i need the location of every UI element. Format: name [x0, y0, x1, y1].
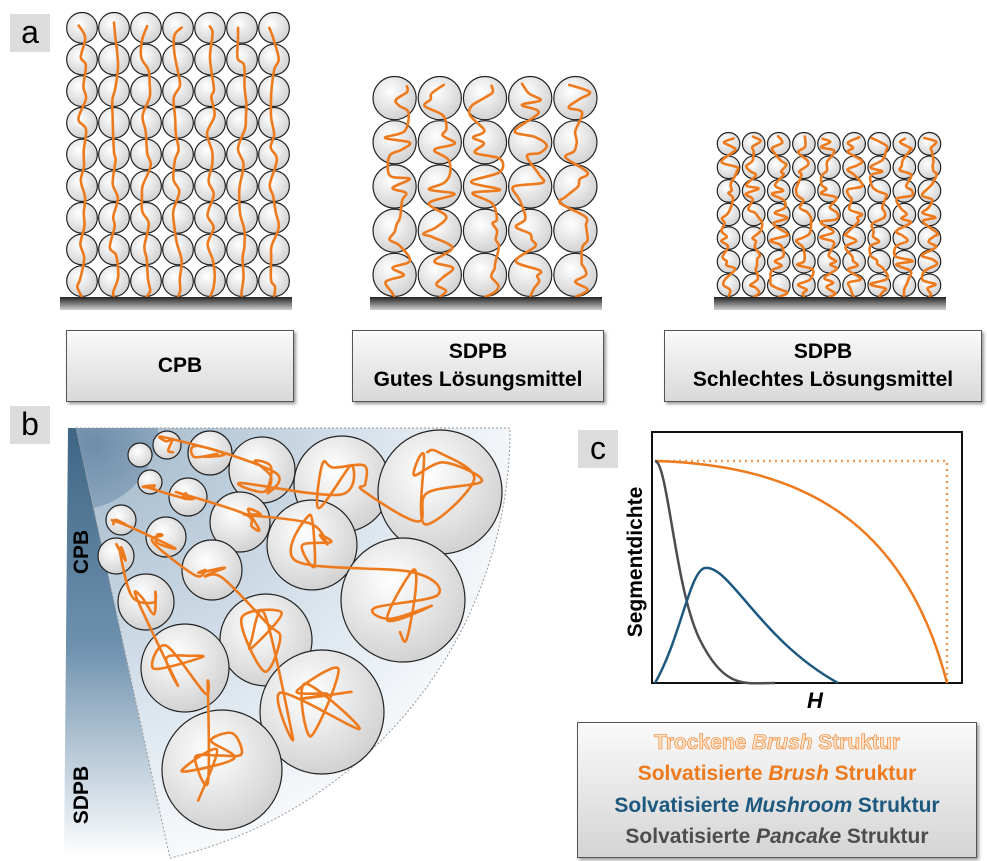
- caption-box: CPB: [66, 330, 294, 402]
- segment-blob: [341, 538, 465, 662]
- plot-frame: [652, 432, 962, 683]
- legend-entry: Solvatisierte Mushroom Struktur: [614, 794, 939, 818]
- segment-blob: [163, 266, 194, 297]
- segment-blob: [67, 139, 98, 170]
- segment-blob: [843, 274, 866, 297]
- segment-blob: [509, 209, 552, 252]
- legend-text: Solvatisierte: [625, 825, 750, 848]
- segment-blob: [162, 710, 282, 830]
- segment-blob: [153, 431, 181, 459]
- segment-blob: [195, 76, 226, 107]
- segment-blob: [418, 209, 461, 252]
- segment-blob: [227, 44, 258, 75]
- legend-text: Solvatisierte: [614, 794, 739, 817]
- legend-text: Struktur: [858, 794, 940, 817]
- segment-blob: [554, 253, 597, 296]
- segment-blob: [163, 108, 194, 139]
- legend-text: Brush: [752, 731, 813, 754]
- legend-entry: Solvatisierte Pancake Struktur: [625, 825, 928, 849]
- legend-text: Struktur: [847, 825, 929, 848]
- x-axis-label: H: [807, 688, 823, 714]
- segment-blob: [227, 139, 258, 170]
- substrate: [60, 297, 292, 310]
- segment-blob: [99, 234, 130, 265]
- segment-blob: [163, 13, 194, 44]
- segment-blob: [99, 44, 130, 75]
- segment-blob: [418, 253, 461, 296]
- segment-blob: [67, 76, 98, 107]
- segment-blob: [195, 266, 226, 297]
- segment-blob: [509, 77, 552, 120]
- segment-blob: [131, 266, 162, 297]
- segment-blob: [742, 250, 765, 273]
- y-axis-label: Segmentdichte: [624, 487, 648, 638]
- panel-label: c: [578, 430, 618, 468]
- side-label: CPB: [70, 530, 94, 574]
- segment-blob: [227, 13, 258, 44]
- segment-blob: [554, 209, 597, 252]
- caption: Schlechtes Lösungsmittel: [693, 366, 953, 394]
- legend-text: Struktur: [818, 731, 900, 754]
- caption: Gutes Lösungsmittel: [374, 366, 583, 394]
- legend-text: Brush: [768, 762, 829, 785]
- segment-blob: [195, 108, 226, 139]
- segment-blob: [554, 77, 597, 120]
- caption: SDPB: [449, 338, 507, 366]
- segment-blob: [67, 13, 98, 44]
- legend-text: Struktur: [835, 762, 917, 785]
- legend-text: Pancake: [756, 825, 841, 848]
- segment-blob: [463, 253, 506, 296]
- segment-blob: [227, 76, 258, 107]
- segment-blob: [742, 274, 765, 297]
- side-label: SDPB: [70, 766, 94, 824]
- legend-text: Trockene: [654, 731, 746, 754]
- segment-blob: [717, 180, 740, 203]
- segment-blob: [267, 500, 357, 590]
- legend-text: Mushroom: [745, 794, 852, 817]
- segment-blob: [163, 203, 194, 234]
- panel-label: b: [10, 406, 50, 444]
- caption: CPB: [158, 352, 202, 380]
- segment-blob: [868, 203, 891, 226]
- segment-blob: [128, 443, 152, 467]
- segment-blob: [843, 133, 866, 156]
- segment-blob: [131, 76, 162, 107]
- segment-blob: [767, 250, 790, 273]
- segment-blob: [378, 430, 502, 554]
- figure: a b c CPB SDPBGutes Lösungsmittel SDPBSc…: [0, 0, 987, 861]
- segment-blob: [67, 203, 98, 234]
- segment-blob: [131, 44, 162, 75]
- segment-blob: [418, 165, 461, 208]
- substrate: [370, 297, 602, 310]
- legend-text: Solvatisierte: [638, 762, 763, 785]
- substrate: [714, 297, 946, 310]
- segment-blob: [918, 133, 941, 156]
- panel-label: a: [10, 14, 50, 52]
- segment-blob: [259, 76, 290, 107]
- caption: SDPB: [794, 338, 852, 366]
